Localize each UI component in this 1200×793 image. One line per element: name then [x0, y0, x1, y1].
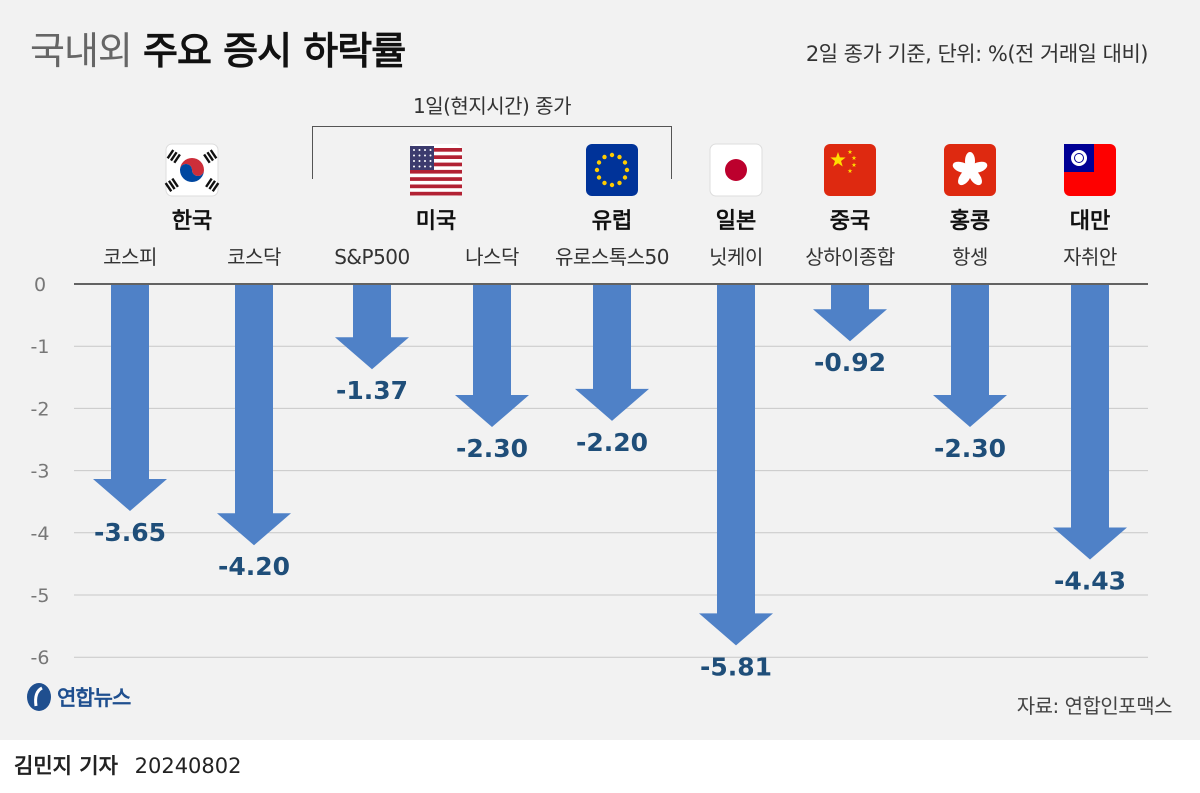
- bar-arrow: [455, 285, 529, 428]
- index-label: 유로스톡스50: [555, 245, 669, 269]
- y-tick-label: -6: [31, 647, 50, 669]
- country-label: 중국: [830, 209, 870, 234]
- china-flag-icon: [824, 144, 876, 196]
- country-label: 홍콩: [950, 209, 990, 234]
- index-label: 항셍: [952, 245, 988, 269]
- korea-flag-icon: [164, 143, 220, 197]
- bar-arrow: [217, 285, 291, 546]
- bar-arrow: [335, 285, 409, 370]
- bar-arrow: [575, 285, 649, 421]
- y-tick-label: -3: [31, 461, 50, 483]
- data-label: -2.30: [934, 434, 1006, 463]
- source-note: 자료: 연합인포맥스: [1016, 694, 1173, 718]
- byline-date: 20240802: [134, 754, 242, 778]
- chart-stage: 국내외 주요 증시 하락률 2일 종가 기준, 단위: %(전 거래일 대비) …: [0, 0, 1200, 740]
- japan-flag-icon: [709, 143, 763, 197]
- index-label: 자취안: [1063, 245, 1117, 269]
- byline-author: 김민지 기자: [14, 754, 118, 778]
- y-tick-label: -2: [31, 398, 50, 420]
- chart-title: 국내외 주요 증시 하락률: [30, 20, 406, 75]
- data-label: -2.30: [456, 434, 528, 463]
- logo-text: 연합뉴스: [57, 686, 131, 710]
- y-tick-label: -4: [31, 523, 50, 545]
- data-label: -1.37: [336, 376, 408, 405]
- country-label: 일본: [716, 209, 756, 234]
- y-tick-label: -1: [31, 336, 50, 358]
- index-label: 나스닥: [465, 245, 519, 269]
- country-label: 한국: [172, 209, 212, 234]
- bar-arrow: [933, 285, 1007, 428]
- bar-arrow: [699, 285, 773, 646]
- data-label: -2.20: [576, 428, 648, 457]
- data-label: -5.81: [700, 652, 772, 681]
- byline: 김민지 기자 20240802: [14, 750, 242, 780]
- unit-note: 2일 종가 기준, 단위: %(전 거래일 대비): [805, 42, 1149, 66]
- taiwan-flag-icon: [1064, 144, 1116, 196]
- y-tick-label: -5: [31, 585, 50, 607]
- country-label: 유럽: [592, 209, 632, 234]
- usa-flag-icon: [410, 144, 462, 196]
- yonhap-logo-icon: [27, 683, 51, 711]
- bracket-line: [312, 126, 672, 179]
- data-label: -4.20: [218, 552, 290, 581]
- country-label: 미국: [416, 209, 456, 234]
- index-label: 상하이종합: [805, 245, 895, 269]
- yonhap-logo: 연합뉴스: [26, 682, 131, 712]
- footer: 김민지 기자 20240802: [0, 740, 1200, 793]
- index-label: S&P500: [334, 245, 410, 269]
- title-light: 국내외: [30, 29, 133, 73]
- index-label: 닛케이: [709, 245, 763, 269]
- bar-arrow: [813, 285, 887, 342]
- bar-arrow: [1053, 285, 1127, 560]
- index-label: 코스피: [103, 245, 157, 269]
- data-label: -0.92: [814, 348, 886, 377]
- country-label: 대만: [1070, 209, 1110, 234]
- data-label: -4.43: [1054, 567, 1126, 596]
- eu-flag-icon: [586, 144, 638, 196]
- index-label: 코스닥: [227, 245, 281, 269]
- bar-arrow: [93, 285, 167, 512]
- bracket-label: 1일(현지시간) 종가: [413, 94, 572, 118]
- data-label: -3.65: [94, 518, 166, 547]
- hongkong-flag-icon: [944, 144, 996, 196]
- y-tick-label: 0: [34, 274, 46, 296]
- title-bold: 주요 증시 하락률: [142, 29, 406, 73]
